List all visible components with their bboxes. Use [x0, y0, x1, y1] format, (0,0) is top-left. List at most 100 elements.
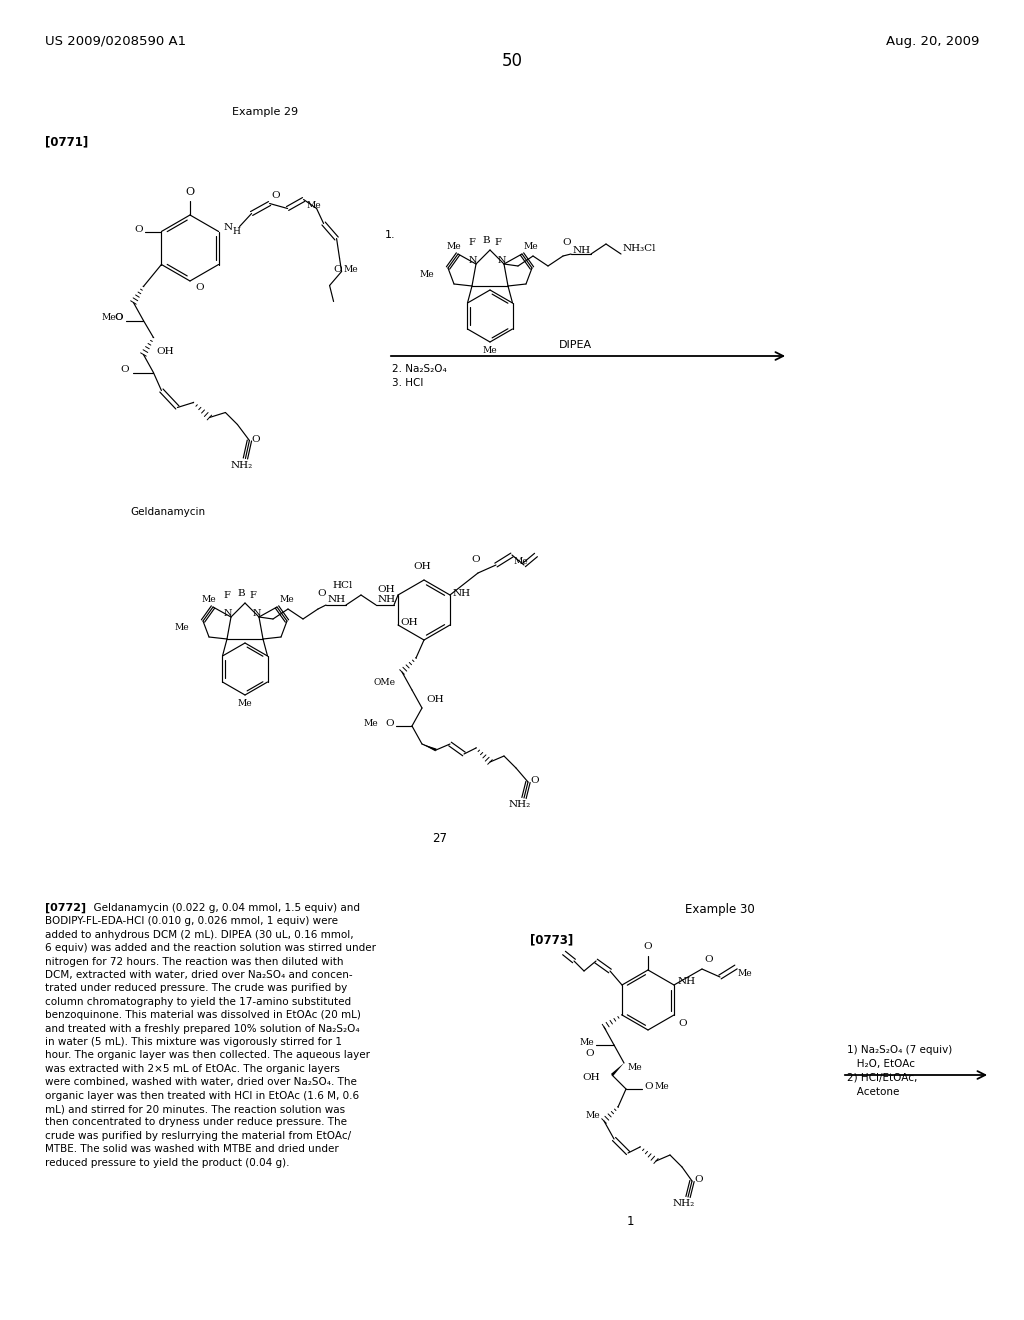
- Text: O: O: [334, 265, 342, 275]
- Text: 27: 27: [432, 832, 447, 845]
- Text: BODIPY-FL-EDA-HCl (0.010 g, 0.026 mmol, 1 equiv) were: BODIPY-FL-EDA-HCl (0.010 g, 0.026 mmol, …: [45, 916, 338, 927]
- Text: Me: Me: [344, 265, 358, 275]
- Text: MeO: MeO: [101, 314, 124, 322]
- Text: Me: Me: [514, 557, 528, 566]
- Text: HCl: HCl: [333, 581, 353, 590]
- Text: O: O: [271, 191, 281, 201]
- Text: 2) HCl/EtOAc,: 2) HCl/EtOAc,: [847, 1073, 918, 1082]
- Text: [0771]: [0771]: [45, 135, 88, 148]
- Text: Acetone: Acetone: [847, 1086, 899, 1097]
- Text: O: O: [562, 238, 571, 247]
- Text: NH₃Cl: NH₃Cl: [623, 244, 656, 253]
- Text: were combined, washed with water, dried over Na₂SO₄. The: were combined, washed with water, dried …: [45, 1077, 357, 1088]
- Text: and treated with a freshly prepared 10% solution of Na₂S₂O₄: and treated with a freshly prepared 10% …: [45, 1023, 359, 1034]
- Text: DIPEA: DIPEA: [558, 341, 592, 350]
- Text: O: O: [317, 589, 327, 598]
- Text: Me: Me: [586, 1111, 600, 1119]
- Text: N: N: [224, 609, 232, 618]
- Text: O: O: [135, 224, 143, 234]
- Text: Me: Me: [446, 242, 462, 251]
- Text: Me: Me: [420, 271, 434, 279]
- Text: Me: Me: [482, 346, 498, 355]
- Text: NH: NH: [453, 589, 471, 598]
- Text: O: O: [472, 554, 480, 564]
- Text: O: O: [252, 434, 260, 444]
- Text: Me: Me: [524, 242, 539, 251]
- Text: Example 29: Example 29: [232, 107, 298, 117]
- Text: NH₂: NH₂: [509, 800, 531, 809]
- Text: OH: OH: [377, 585, 395, 594]
- Text: in water (5 mL). This mixture was vigorously stirred for 1: in water (5 mL). This mixture was vigoro…: [45, 1038, 342, 1047]
- Text: Me: Me: [627, 1063, 642, 1072]
- Text: Me: Me: [580, 1038, 594, 1047]
- Text: H: H: [232, 227, 241, 235]
- Text: 50: 50: [502, 51, 522, 70]
- Text: N: N: [469, 256, 477, 265]
- Text: was extracted with 2×5 mL of EtOAc. The organic layers: was extracted with 2×5 mL of EtOAc. The …: [45, 1064, 340, 1073]
- Text: O: O: [703, 954, 713, 964]
- Text: N: N: [253, 609, 261, 618]
- Text: Me: Me: [238, 700, 252, 708]
- Text: NH₂: NH₂: [230, 461, 253, 470]
- Text: DCM, extracted with water, dried over Na₂SO₄ and concen-: DCM, extracted with water, dried over Na…: [45, 970, 352, 979]
- Text: 1.: 1.: [385, 230, 395, 240]
- Text: O: O: [530, 776, 539, 785]
- Text: NH: NH: [573, 246, 591, 255]
- Text: O: O: [385, 719, 394, 729]
- Text: crude was purified by reslurrying the material from EtOAc/: crude was purified by reslurrying the ma…: [45, 1131, 351, 1140]
- Text: NH: NH: [328, 595, 346, 605]
- Text: N: N: [223, 223, 232, 232]
- Text: 1) Na₂S₂O₄ (7 equiv): 1) Na₂S₂O₄ (7 equiv): [847, 1045, 952, 1055]
- Text: Me: Me: [364, 719, 378, 729]
- Text: reduced pressure to yield the product (0.04 g).: reduced pressure to yield the product (0…: [45, 1158, 290, 1168]
- Text: NH₂: NH₂: [673, 1199, 695, 1208]
- Text: 3. HCl: 3. HCl: [392, 378, 423, 388]
- Text: NH: NH: [378, 595, 396, 605]
- Text: N: N: [498, 256, 506, 265]
- Text: Example 30: Example 30: [685, 903, 755, 916]
- Text: O: O: [644, 942, 652, 950]
- Text: O: O: [694, 1175, 702, 1184]
- Text: O: O: [644, 1082, 652, 1092]
- Text: O: O: [121, 366, 129, 375]
- Text: O: O: [185, 187, 195, 197]
- Text: F: F: [223, 591, 230, 601]
- Text: Me: Me: [306, 202, 322, 210]
- Text: O: O: [115, 314, 124, 322]
- Text: US 2009/0208590 A1: US 2009/0208590 A1: [45, 36, 186, 48]
- Text: OH: OH: [414, 562, 431, 572]
- Text: trated under reduced pressure. The crude was purified by: trated under reduced pressure. The crude…: [45, 983, 347, 994]
- Text: Me: Me: [279, 595, 294, 605]
- Text: OH: OH: [583, 1073, 600, 1082]
- Text: Me: Me: [738, 969, 753, 978]
- Text: O: O: [586, 1049, 594, 1059]
- Text: Me: Me: [174, 623, 189, 632]
- Text: 1: 1: [627, 1214, 634, 1228]
- Text: organic layer was then treated with HCl in EtOAc (1.6 M, 0.6: organic layer was then treated with HCl …: [45, 1090, 359, 1101]
- Text: OH: OH: [426, 696, 443, 704]
- Text: O: O: [678, 1019, 687, 1028]
- Text: F: F: [250, 591, 256, 601]
- Polygon shape: [422, 744, 436, 751]
- Text: Geldanamycin (0.022 g, 0.04 mmol, 1.5 equiv) and: Geldanamycin (0.022 g, 0.04 mmol, 1.5 eq…: [87, 903, 360, 913]
- Text: hour. The organic layer was then collected. The aqueous layer: hour. The organic layer was then collect…: [45, 1051, 370, 1060]
- Text: F: F: [495, 238, 502, 247]
- Text: B: B: [482, 236, 489, 246]
- Text: column chromatography to yield the 17-amino substituted: column chromatography to yield the 17-am…: [45, 997, 351, 1007]
- Text: Aug. 20, 2009: Aug. 20, 2009: [886, 36, 979, 48]
- Text: benzoquinone. This material was dissolved in EtOAc (20 mL): benzoquinone. This material was dissolve…: [45, 1010, 360, 1020]
- Text: mL) and stirred for 20 minutes. The reaction solution was: mL) and stirred for 20 minutes. The reac…: [45, 1104, 345, 1114]
- Text: MTBE. The solid was washed with MTBE and dried under: MTBE. The solid was washed with MTBE and…: [45, 1144, 339, 1154]
- Text: Me: Me: [654, 1082, 669, 1092]
- Text: B: B: [238, 589, 245, 598]
- Text: added to anhydrous DCM (2 mL). DIPEA (30 uL, 0.16 mmol,: added to anhydrous DCM (2 mL). DIPEA (30…: [45, 929, 353, 940]
- Text: 6 equiv) was added and the reaction solution was stirred under: 6 equiv) was added and the reaction solu…: [45, 944, 376, 953]
- Text: OH: OH: [157, 346, 174, 355]
- Text: OMe: OMe: [374, 678, 396, 686]
- Text: then concentrated to dryness under reduce pressure. The: then concentrated to dryness under reduc…: [45, 1118, 347, 1127]
- Text: 2. Na₂S₂O₄: 2. Na₂S₂O₄: [392, 364, 446, 374]
- Text: NH: NH: [678, 977, 696, 986]
- Text: Geldanamycin: Geldanamycin: [130, 507, 205, 517]
- Text: [0772]: [0772]: [45, 903, 90, 913]
- Text: F: F: [469, 238, 475, 247]
